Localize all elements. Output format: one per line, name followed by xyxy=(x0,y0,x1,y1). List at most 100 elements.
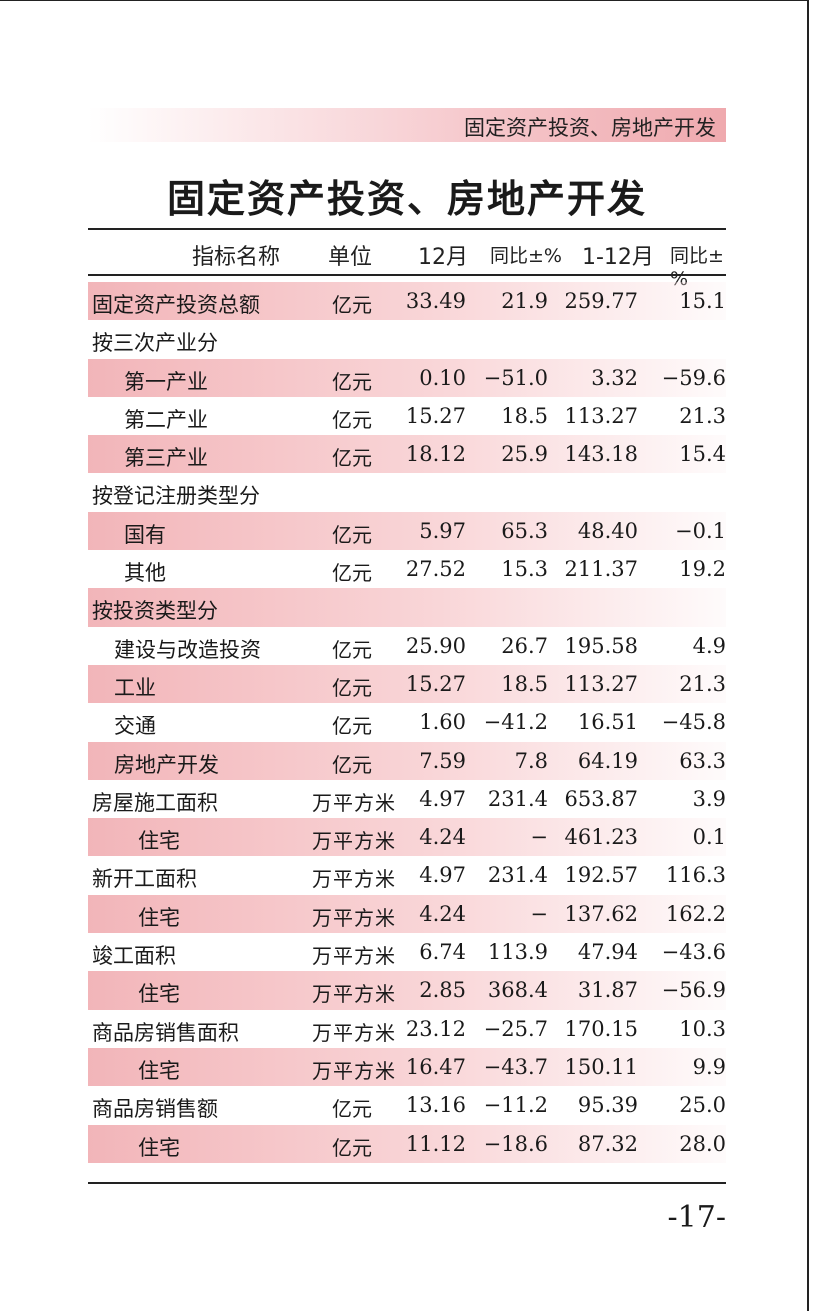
table-row: 住宅 万平方米 16.47 −43.7 150.11 9.9 xyxy=(88,1047,726,1087)
table-row: 工业 亿元 15.27 18.5 113.27 21.3 xyxy=(88,664,726,704)
row-yoy-december: 368.4 xyxy=(487,978,548,1003)
row-yoy-ytd: 28.0 xyxy=(679,1131,726,1156)
row-unit: 亿元 xyxy=(332,1097,372,1122)
row-yoy-ytd: 162.2 xyxy=(665,901,726,926)
row-yoy-ytd: 21.3 xyxy=(679,671,726,696)
row-unit: 万平方米 xyxy=(312,790,396,815)
row-ytd: 259.77 xyxy=(564,289,638,313)
row-name: 住宅 xyxy=(138,1058,180,1083)
table-row: 国有 亿元 5.97 65.3 48.40 −0.1 xyxy=(88,511,726,551)
table-row: 住宅 万平方米 4.24 − 461.23 0.1 xyxy=(88,818,726,857)
row-unit: 亿元 xyxy=(332,1135,372,1160)
table-row: 第一产业 亿元 0.10 −51.0 3.32 −59.6 xyxy=(88,358,726,397)
row-unit: 万平方米 xyxy=(312,905,396,930)
table-row: 第二产业 亿元 15.27 18.5 113.27 21.3 xyxy=(88,397,726,435)
page-number: -17- xyxy=(667,1200,726,1235)
table-row: 按投资类型分 xyxy=(88,588,726,627)
row-december: 25.90 xyxy=(405,633,466,658)
table-row: 按登记注册类型分 xyxy=(88,473,726,511)
row-unit: 万平方米 xyxy=(312,829,396,854)
row-yoy-ytd: 63.3 xyxy=(679,748,726,773)
row-name: 按登记注册类型分 xyxy=(92,484,260,509)
row-ytd: 113.27 xyxy=(564,403,638,428)
table-row: 竣工面积 万平方米 6.74 113.9 47.94 −43.6 xyxy=(88,933,726,971)
row-yoy-december: − xyxy=(530,825,548,850)
row-yoy-december: 7.8 xyxy=(514,748,548,773)
page-top-border xyxy=(0,0,808,1)
page-right-border xyxy=(807,0,809,1311)
row-yoy-ytd: 21.3 xyxy=(679,403,726,428)
row-unit: 亿元 xyxy=(332,369,372,394)
row-unit: 亿元 xyxy=(332,752,372,777)
row-yoy-december: 231.4 xyxy=(487,863,548,888)
section-header-band: 固定资产投资、房地产开发 xyxy=(88,108,726,142)
row-yoy-december: −41.2 xyxy=(483,710,548,735)
row-ytd: 150.11 xyxy=(564,1054,638,1079)
row-name: 住宅 xyxy=(138,829,180,854)
row-yoy-december: −18.6 xyxy=(483,1131,548,1156)
table-row: 住宅 万平方米 4.24 − 137.62 162.2 xyxy=(88,894,726,934)
row-ytd: 143.18 xyxy=(564,442,638,467)
row-name: 按投资类型分 xyxy=(92,599,218,624)
row-yoy-ytd: 9.9 xyxy=(692,1054,726,1079)
table-row: 其他 亿元 27.52 15.3 211.37 19.2 xyxy=(88,550,726,588)
row-unit: 亿元 xyxy=(332,522,372,547)
row-name: 固定资产投资总额 xyxy=(92,293,260,317)
column-header-yoy-december: 同比±% xyxy=(490,245,562,267)
table-row: 商品房销售额 亿元 13.16 −11.2 95.39 25.0 xyxy=(88,1086,726,1124)
row-december: 11.12 xyxy=(405,1131,466,1156)
row-yoy-december: −43.7 xyxy=(483,1054,548,1079)
row-unit: 亿元 xyxy=(332,293,372,317)
table-row: 第三产业 亿元 18.12 25.9 143.18 15.4 xyxy=(88,435,726,474)
row-name: 工业 xyxy=(114,675,156,700)
row-yoy-december: 65.3 xyxy=(501,518,548,543)
column-header-name: 指标名称 xyxy=(192,245,281,270)
row-yoy-december: 21.9 xyxy=(501,289,548,313)
row-yoy-ytd: 10.3 xyxy=(679,1016,726,1041)
row-yoy-ytd: −56.9 xyxy=(661,978,726,1003)
row-unit: 亿元 xyxy=(332,675,372,700)
row-name: 住宅 xyxy=(138,1135,180,1160)
row-ytd: 47.94 xyxy=(577,940,638,965)
row-ytd: 3.32 xyxy=(591,365,638,390)
row-yoy-december: 18.5 xyxy=(501,671,548,696)
row-unit: 万平方米 xyxy=(312,982,396,1007)
table-row: 按三次产业分 xyxy=(88,320,726,358)
row-december: 1.60 xyxy=(419,710,466,735)
row-yoy-december: 113.9 xyxy=(487,940,548,965)
row-name: 按三次产业分 xyxy=(92,331,218,356)
row-name: 第一产业 xyxy=(124,369,208,394)
row-yoy-december: 15.3 xyxy=(501,557,548,582)
row-yoy-december: −51.0 xyxy=(483,365,548,390)
row-yoy-ytd: 116.3 xyxy=(665,863,726,888)
page-title: 固定资产投资、房地产开发 xyxy=(166,176,647,221)
row-december: 16.47 xyxy=(405,1054,466,1079)
row-ytd: 195.58 xyxy=(564,633,638,658)
row-name: 第三产业 xyxy=(124,446,208,471)
row-name: 住宅 xyxy=(138,905,180,930)
column-header-december: 12月 xyxy=(418,245,468,270)
row-name: 商品房销售额 xyxy=(92,1097,218,1122)
row-yoy-ytd: 4.9 xyxy=(692,633,726,658)
row-ytd: 211.37 xyxy=(564,557,638,582)
row-name: 竣工面积 xyxy=(92,944,176,969)
row-name: 住宅 xyxy=(138,982,180,1007)
row-unit: 亿元 xyxy=(332,446,372,471)
row-december: 0.10 xyxy=(419,365,466,390)
row-name: 房屋施工面积 xyxy=(92,790,218,815)
column-header-unit: 单位 xyxy=(328,245,373,270)
table-row: 住宅 亿元 11.12 −18.6 87.32 28.0 xyxy=(88,1124,726,1163)
row-yoy-ytd: 3.9 xyxy=(692,786,726,811)
row-unit: 万平方米 xyxy=(312,867,396,892)
row-name: 国有 xyxy=(124,522,166,547)
row-ytd: 653.87 xyxy=(564,786,638,811)
table-row: 住宅 万平方米 2.85 368.4 31.87 −56.9 xyxy=(88,971,726,1010)
row-yoy-december: 18.5 xyxy=(501,403,548,428)
row-name: 其他 xyxy=(124,561,166,586)
table-header: 指标名称 单位 12月 同比±% 1-12月 同比±% xyxy=(88,232,726,290)
table-row: 新开工面积 万平方米 4.97 231.4 192.57 116.3 xyxy=(88,856,726,894)
row-december: 18.12 xyxy=(405,442,466,467)
row-ytd: 95.39 xyxy=(577,1093,638,1118)
row-name: 建设与改造投资 xyxy=(114,637,261,662)
row-december: 23.12 xyxy=(405,1016,466,1041)
